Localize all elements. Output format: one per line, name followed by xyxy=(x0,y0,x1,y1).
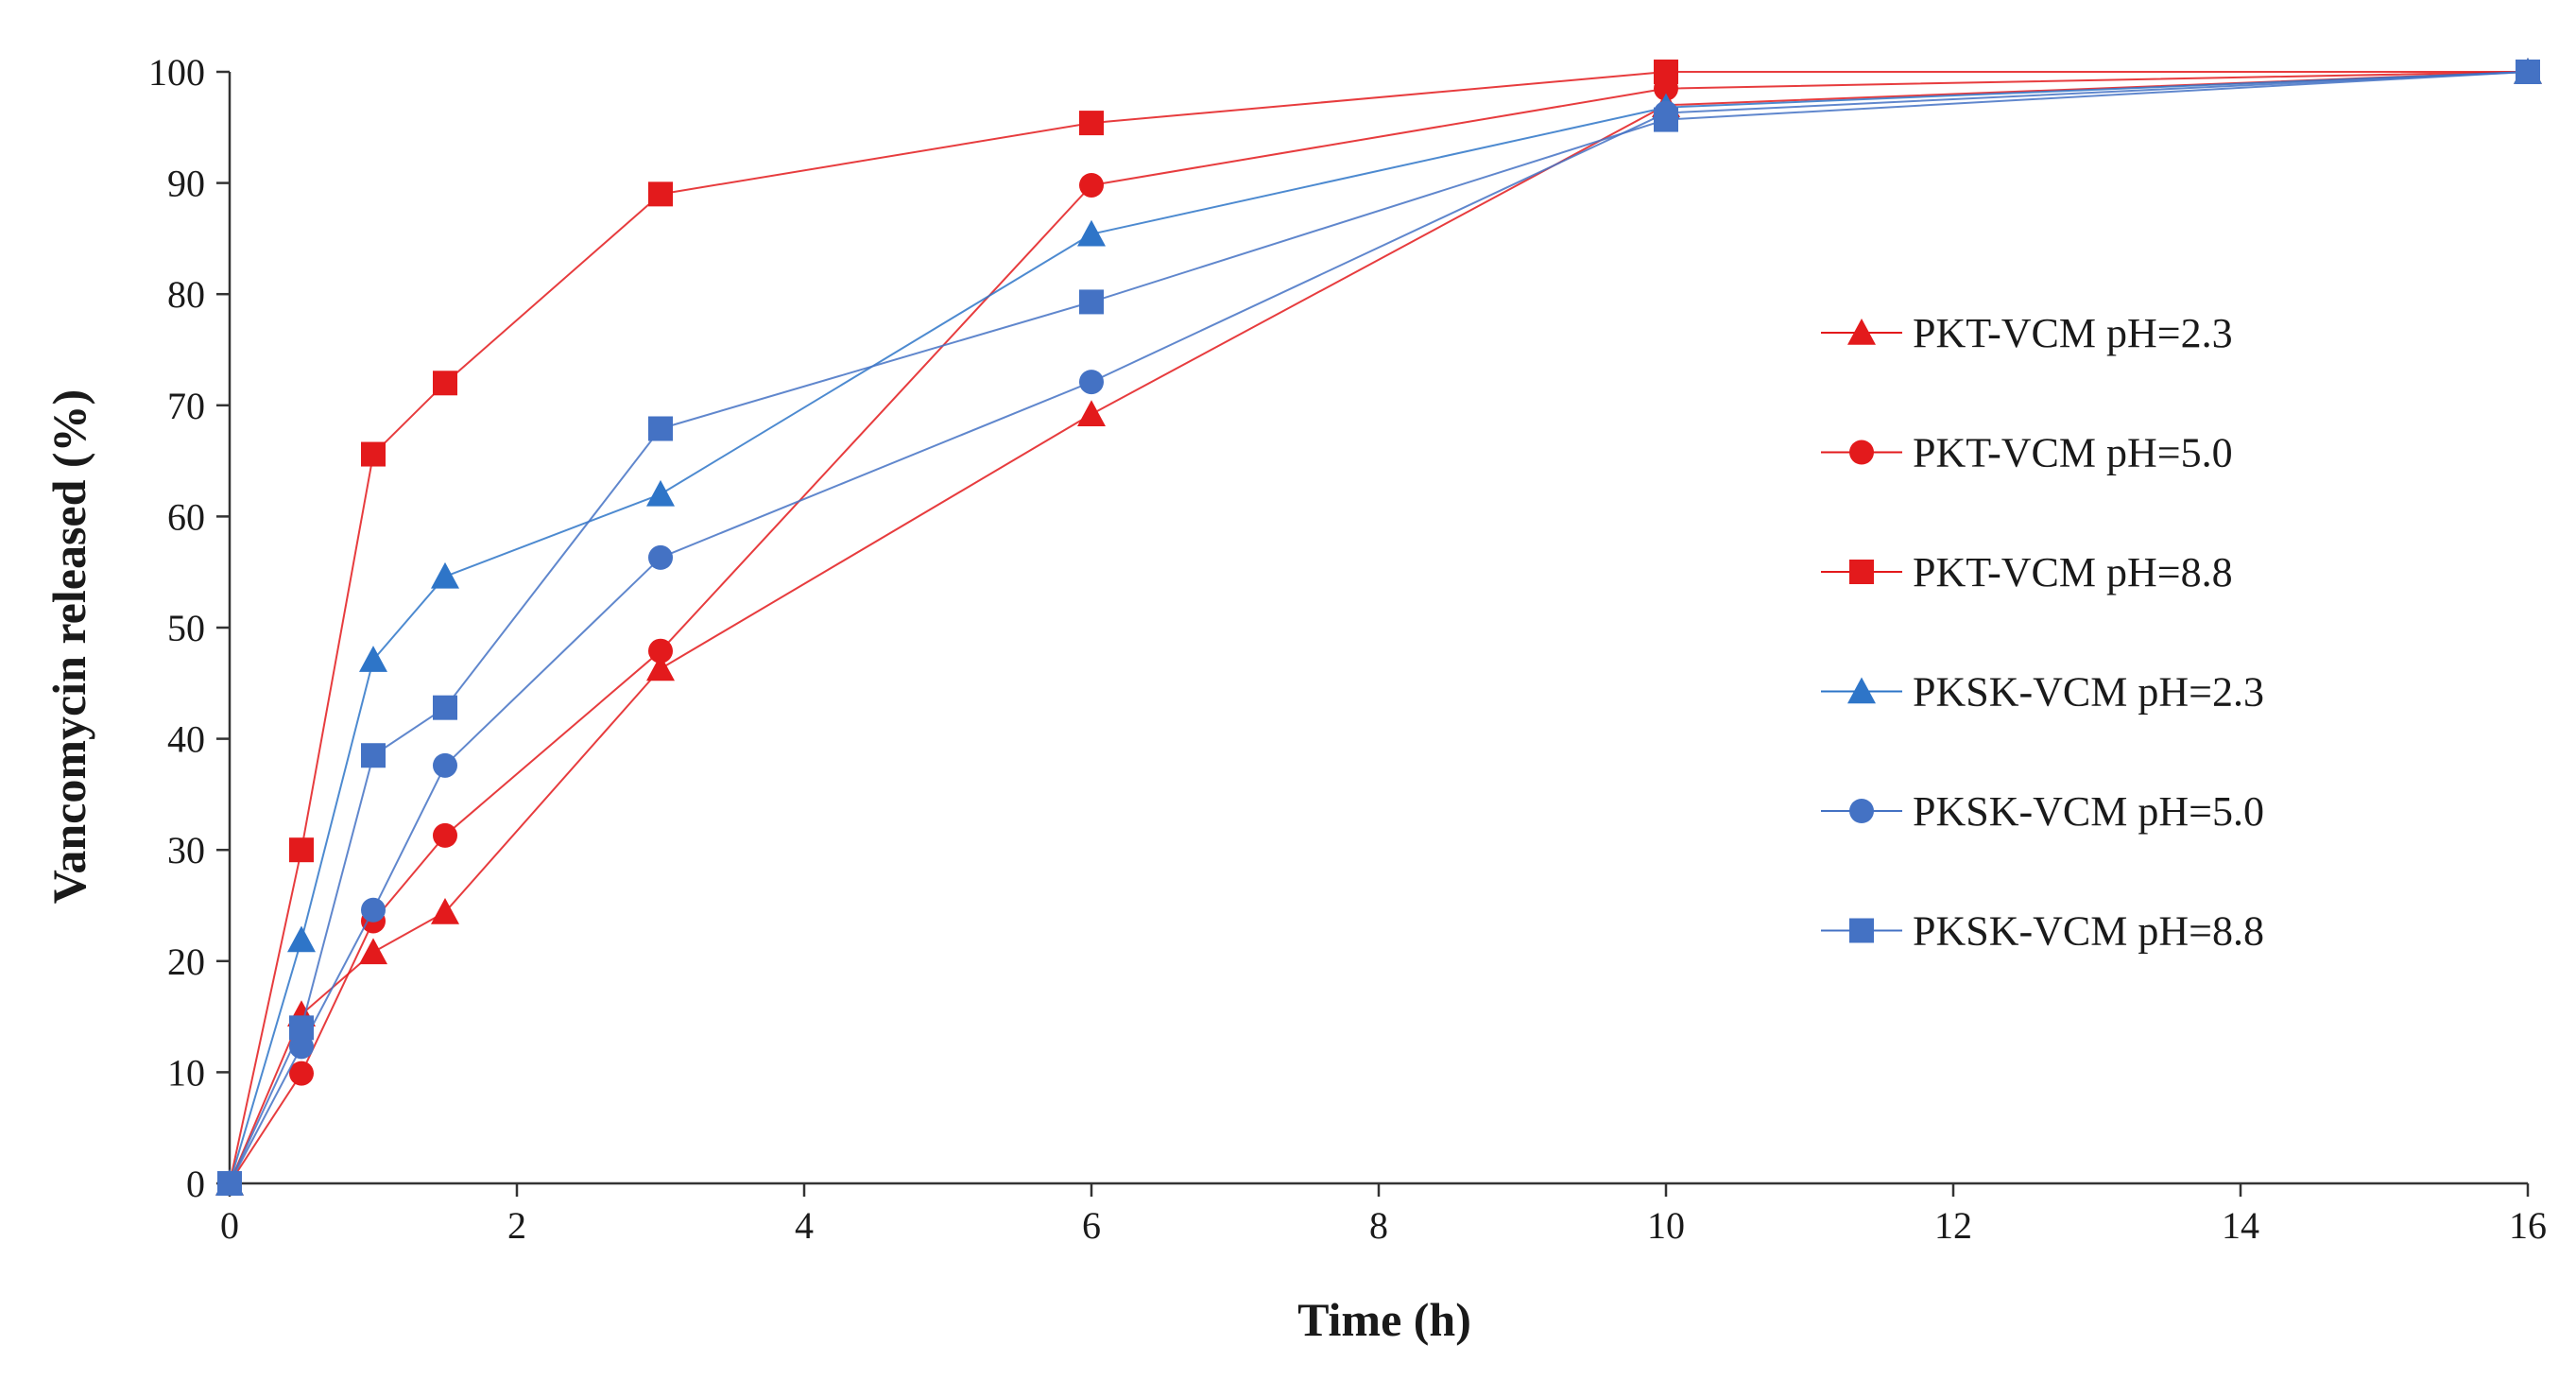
x-tick-label: 12 xyxy=(1934,1204,1972,1247)
legend-label: PKT-VCM pH=5.0 xyxy=(1913,430,2233,476)
legend: PKT-VCM pH=2.3 PKT-VCM pH=5.0 PKT-VCM pH=8… xyxy=(1821,310,2264,955)
legend-marker xyxy=(1849,918,1874,943)
y-tick-label: 70 xyxy=(167,385,205,427)
data-point xyxy=(1079,172,1104,198)
y-tick-label: 80 xyxy=(167,273,205,316)
series-5 xyxy=(217,60,2540,1196)
y-tick-label: 90 xyxy=(167,163,205,205)
data-point xyxy=(648,416,673,441)
legend-item: PKT-VCM pH=8.8 xyxy=(1821,549,2233,595)
series-4 xyxy=(215,58,2542,1196)
legend-item: PKT-VCM pH=2.3 xyxy=(1821,310,2233,356)
data-point xyxy=(2516,60,2540,84)
x-tick-label: 14 xyxy=(2222,1204,2259,1247)
legend-item: PKT-VCM pH=5.0 xyxy=(1821,430,2233,476)
data-point xyxy=(1654,107,1678,132)
series-2 xyxy=(217,60,2540,1196)
series-line xyxy=(229,71,2529,1184)
series-layer xyxy=(215,58,2542,1196)
legend-label: PKSK-VCM pH=5.0 xyxy=(1913,788,2264,835)
data-point xyxy=(431,898,459,924)
data-point xyxy=(433,695,457,720)
legend-marker xyxy=(1847,677,1876,704)
x-tick-label: 0 xyxy=(220,1204,239,1247)
y-tick-label: 30 xyxy=(167,829,205,871)
x-tick-label: 6 xyxy=(1082,1204,1101,1247)
x-axis-title: Time (h) xyxy=(1297,1293,1471,1346)
legend-label: PKSK-VCM pH=8.8 xyxy=(1913,908,2264,955)
data-point xyxy=(359,938,387,965)
series-6 xyxy=(217,60,2540,1196)
data-point xyxy=(1077,219,1106,247)
data-point xyxy=(289,1061,314,1086)
y-tick-label: 10 xyxy=(167,1051,205,1094)
data-point xyxy=(648,544,673,570)
legend-item: PKSK-VCM pH=2.3 xyxy=(1821,669,2264,716)
x-tick-label: 16 xyxy=(2509,1204,2547,1247)
data-point xyxy=(1077,400,1106,426)
data-point xyxy=(361,897,386,923)
x-tick-label: 10 xyxy=(1647,1204,1685,1247)
legend-marker xyxy=(1849,440,1874,465)
data-point xyxy=(433,822,457,848)
legend-label: PKT-VCM pH=8.8 xyxy=(1913,549,2233,595)
axes-layer: 0 10 20 30 40 50 60 70 80 90 100 0 2 4 6 8 10 12 14 16 xyxy=(148,51,2547,1247)
data-point xyxy=(1654,60,1678,84)
legend-marker xyxy=(1849,799,1874,823)
series-line xyxy=(229,71,2529,1184)
series-line xyxy=(229,71,2529,1184)
series-line xyxy=(229,71,2528,1184)
y-tick-label: 40 xyxy=(167,718,205,761)
data-point xyxy=(646,654,675,681)
data-point xyxy=(1079,111,1104,136)
x-tick-label: 8 xyxy=(1369,1204,1388,1247)
legend-item: PKSK-VCM pH=5.0 xyxy=(1821,788,2264,835)
data-point xyxy=(646,479,675,507)
data-point xyxy=(648,638,673,664)
x-tick-label: 2 xyxy=(507,1204,526,1247)
y-axis-title: Vancomycin released (%) xyxy=(43,389,95,904)
data-point xyxy=(289,837,314,863)
data-point xyxy=(1079,370,1104,395)
y-tick-label: 0 xyxy=(186,1163,205,1205)
x-tick-label: 4 xyxy=(795,1204,814,1247)
data-point xyxy=(648,181,673,207)
series-3 xyxy=(217,60,2540,1196)
data-point xyxy=(289,1015,314,1041)
legend-item: PKSK-VCM pH=8.8 xyxy=(1821,908,2264,955)
data-point xyxy=(433,752,457,778)
series-line xyxy=(229,71,2529,1184)
data-point xyxy=(433,371,457,396)
y-tick-label: 60 xyxy=(167,495,205,538)
series-1 xyxy=(215,58,2542,1196)
legend-marker xyxy=(1849,560,1874,584)
data-point xyxy=(361,743,386,768)
data-point xyxy=(1079,289,1104,315)
data-point xyxy=(361,441,386,467)
legend-label: PKT-VCM pH=2.3 xyxy=(1913,310,2233,356)
data-point xyxy=(287,925,316,953)
legend-label: PKSK-VCM pH=2.3 xyxy=(1913,669,2264,716)
y-tick-label: 20 xyxy=(167,940,205,983)
data-point xyxy=(217,1171,242,1196)
series-line xyxy=(229,71,2529,1184)
data-point xyxy=(431,561,459,589)
y-tick-label: 100 xyxy=(148,51,205,94)
y-tick-label: 50 xyxy=(167,607,205,649)
legend-marker xyxy=(1847,319,1876,345)
data-point xyxy=(359,646,387,672)
